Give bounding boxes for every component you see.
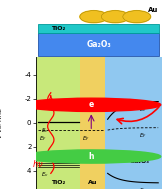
Text: $E_v$: $E_v$	[139, 187, 147, 189]
Circle shape	[101, 11, 129, 23]
Text: TiO₂: TiO₂	[51, 180, 65, 185]
Text: $E_c$: $E_c$	[139, 105, 147, 114]
Text: $E_F$: $E_F$	[39, 134, 47, 143]
Text: h: h	[88, 152, 94, 161]
Text: Au: Au	[88, 180, 97, 185]
Bar	[38, 24, 159, 33]
Circle shape	[22, 150, 161, 163]
Text: $E_v$: $E_v$	[41, 170, 48, 179]
Text: Ga₂O₃: Ga₂O₃	[130, 159, 150, 164]
Bar	[105, 57, 162, 189]
Text: $h\nu$: $h\nu$	[32, 158, 44, 169]
Bar	[80, 57, 105, 189]
Circle shape	[22, 98, 161, 112]
Circle shape	[80, 11, 108, 23]
Bar	[36, 57, 80, 189]
Text: $E_F$: $E_F$	[139, 131, 147, 140]
Text: $E_F$: $E_F$	[82, 134, 90, 143]
Bar	[38, 33, 159, 56]
Text: V vs. RHE: V vs. RHE	[0, 108, 3, 138]
Text: e: e	[89, 100, 94, 109]
Text: Au: Au	[148, 7, 158, 13]
Circle shape	[123, 11, 151, 23]
Text: TiO₂: TiO₂	[51, 26, 65, 31]
Text: Ga₂O₃: Ga₂O₃	[87, 40, 111, 49]
Text: $E_c$: $E_c$	[41, 126, 48, 135]
